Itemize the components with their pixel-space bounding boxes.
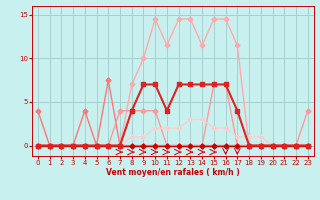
X-axis label: Vent moyen/en rafales ( km/h ): Vent moyen/en rafales ( km/h ) — [106, 168, 240, 177]
